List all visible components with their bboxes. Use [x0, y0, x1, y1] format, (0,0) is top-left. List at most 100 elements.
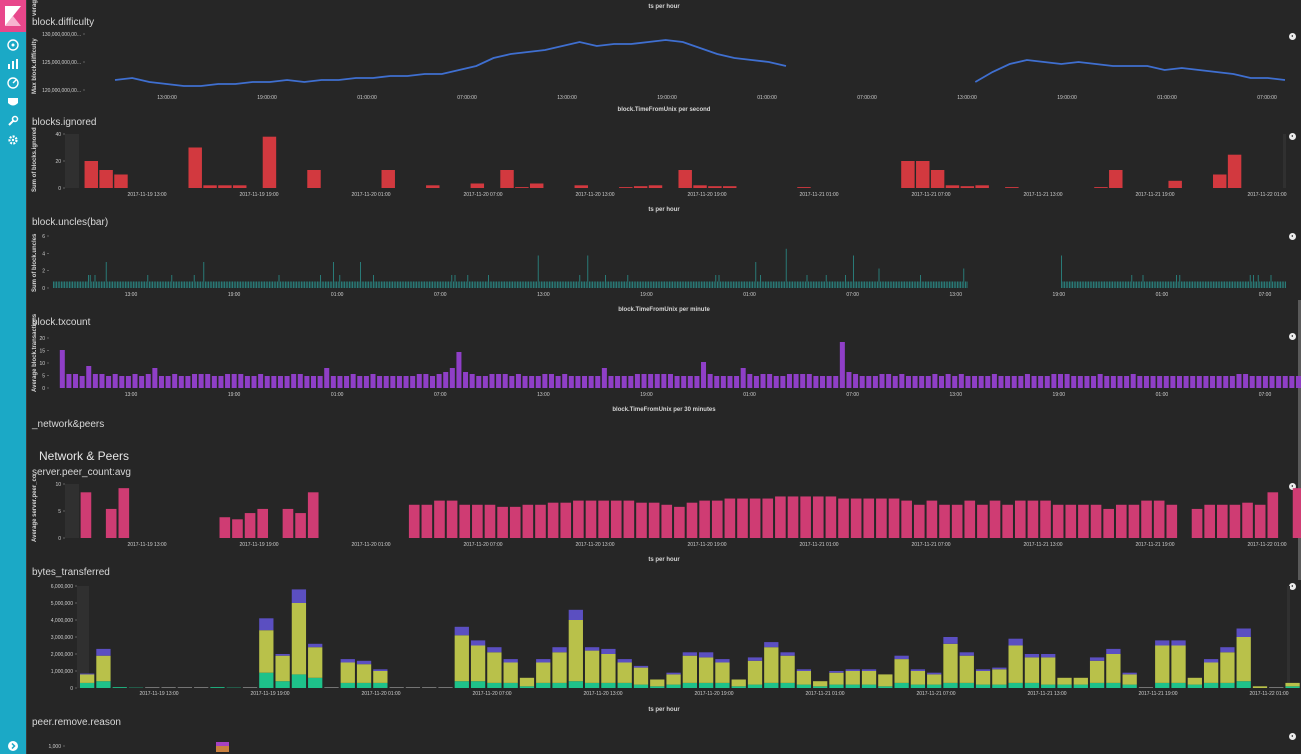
- difficulty-x-axis-title: block.TimeFromUnix per second: [617, 107, 711, 113]
- txcount-bar: [106, 376, 112, 388]
- uncles-bar: [907, 281, 909, 288]
- uncles-bar: [126, 281, 128, 288]
- uncles-bar: [1277, 281, 1278, 288]
- visualize-chart-icon[interactable]: [7, 58, 19, 70]
- uncles-bar: [632, 281, 633, 288]
- uncles-bar: [1177, 281, 1179, 288]
- peers-bar: [446, 500, 458, 538]
- uncles-bar: [606, 281, 608, 288]
- uncles-bar: [203, 262, 205, 288]
- bytes-chart[interactable]: 6,000,000 5,000,000 4,000,000 3,000,000 2,00…: [27, 564, 1301, 709]
- peers-bar: [434, 500, 445, 538]
- uncles-bar: [899, 281, 901, 288]
- uncles-bar: [1230, 281, 1232, 288]
- bytes-stack-segment: [308, 643, 323, 648]
- uncles-bar: [579, 275, 581, 288]
- bytes-stack-segment: [1122, 684, 1137, 688]
- reason-chart[interactable]: 1,000: [27, 714, 1301, 754]
- uncles-bar: [182, 281, 184, 288]
- uncles-bar: [813, 281, 814, 288]
- reason-panel-title: peer.remove.reason: [32, 717, 121, 728]
- txcount-bar: [192, 374, 198, 388]
- uncles-bar: [622, 281, 624, 288]
- bytes-stack-segment: [780, 655, 795, 683]
- uncles-chart[interactable]: 6 4 2 0 13:00 19:00 01:00 07:00 13:00 19:00 01:00 0…: [27, 214, 1301, 314]
- uncles-bar: [238, 281, 240, 288]
- uncles-bar: [821, 281, 822, 288]
- uncles-legend-toggle-icon[interactable]: [1289, 233, 1296, 240]
- uncles-bar: [1251, 281, 1253, 288]
- ignored-chart[interactable]: 40 20 0 2017-11-19 13:00 2017-11-19 19:00 201…: [27, 114, 1301, 214]
- bytes-x-tick-label: 2017-11-20 13:00: [583, 691, 622, 697]
- kibana-logo-icon[interactable]: [0, 0, 26, 32]
- peers-bar: [1229, 504, 1241, 538]
- txcount-x-tick-label: 19:00: [640, 392, 653, 398]
- bytes-stack-segment: [1041, 654, 1056, 658]
- uncles-bar: [467, 275, 469, 288]
- uncles-bar: [1241, 281, 1243, 288]
- difficulty-x-tick-label: 07:00:00: [857, 95, 877, 101]
- bytes-stack-segment: [470, 640, 486, 646]
- txcount-legend-toggle-icon[interactable]: [1289, 333, 1296, 340]
- uncles-bar: [280, 281, 281, 288]
- uncles-bar: [414, 281, 416, 288]
- peers-bar: [661, 504, 673, 538]
- uncles-bar: [581, 281, 582, 288]
- txcount-y-tick-label: 15: [39, 349, 45, 355]
- uncles-bar: [558, 281, 560, 288]
- discover-compass-icon[interactable]: [7, 39, 19, 51]
- uncles-bar: [1064, 281, 1065, 288]
- uncles-bar: [877, 281, 878, 288]
- bytes-y-tick-label: 5,000,000: [51, 601, 73, 607]
- uncles-bar: [249, 281, 251, 288]
- txcount-bar: [125, 376, 131, 388]
- uncles-x-tick-label: 13:00: [537, 292, 550, 298]
- txcount-x-tick-label: 07:00: [434, 392, 447, 398]
- uncles-bar: [665, 281, 667, 288]
- peers-chart[interactable]: 10 5 0 2017-11-19 13:00 2017-11-19 19:00 2017…: [27, 464, 1301, 564]
- reason-legend-toggle-icon[interactable]: [1289, 733, 1296, 740]
- peers-bar: [484, 504, 496, 538]
- collapse-sidebar-icon[interactable]: [7, 740, 19, 752]
- peers-bar: [901, 500, 912, 538]
- uncles-bar: [766, 281, 768, 288]
- ignored-legend-toggle-icon[interactable]: [1289, 133, 1296, 140]
- dashboard-icon[interactable]: [7, 77, 19, 89]
- uncles-bar: [584, 281, 585, 288]
- txcount-bar: [1077, 376, 1083, 388]
- peers-bar: [1153, 500, 1165, 538]
- uncles-bar: [789, 281, 790, 288]
- settings-gear-icon[interactable]: [7, 134, 19, 146]
- uncles-bar: [195, 281, 197, 288]
- bytes-stack-segment: [161, 687, 176, 688]
- txcount-bar: [1210, 376, 1216, 388]
- uncles-bar: [197, 281, 198, 288]
- uncles-bar: [1072, 281, 1073, 288]
- txcount-chart[interactable]: 20 15 10 5 0 13:00 19:00 01:00 07:00 13:00 19:00 01…: [27, 314, 1301, 414]
- devtools-wrench-icon[interactable]: [7, 115, 19, 127]
- peers-bar: [737, 498, 748, 538]
- bytes-stack-segment: [259, 630, 274, 673]
- uncles-bar: [614, 281, 616, 288]
- uncles-bar: [179, 281, 181, 288]
- peers-legend-toggle-icon[interactable]: [1289, 483, 1296, 490]
- difficulty-chart[interactable]: 130,000,000,00... 125,000,000,00... 120,00…: [27, 14, 1301, 114]
- uncles-bar: [342, 281, 344, 288]
- difficulty-y-tick-label: 125,000,000,00...: [42, 60, 81, 66]
- bytes-stack-segment: [666, 684, 681, 688]
- uncles-bar: [832, 281, 833, 288]
- uncles-bar: [1269, 281, 1270, 288]
- page-scrollbar[interactable]: [1298, 300, 1301, 580]
- timelion-shield-icon[interactable]: [7, 96, 19, 108]
- uncles-bar: [485, 281, 486, 288]
- bytes-legend-toggle-icon[interactable]: [1289, 583, 1296, 590]
- txcount-bar: [350, 374, 356, 388]
- difficulty-legend-toggle-icon[interactable]: [1289, 33, 1296, 40]
- txcount-bar: [1190, 376, 1196, 388]
- uncles-bar: [217, 281, 219, 288]
- uncles-bar: [1185, 281, 1187, 288]
- uncles-bar: [870, 281, 872, 288]
- uncles-bar: [563, 281, 565, 288]
- uncles-bar: [373, 275, 374, 288]
- bytes-stack-segment: [731, 679, 746, 687]
